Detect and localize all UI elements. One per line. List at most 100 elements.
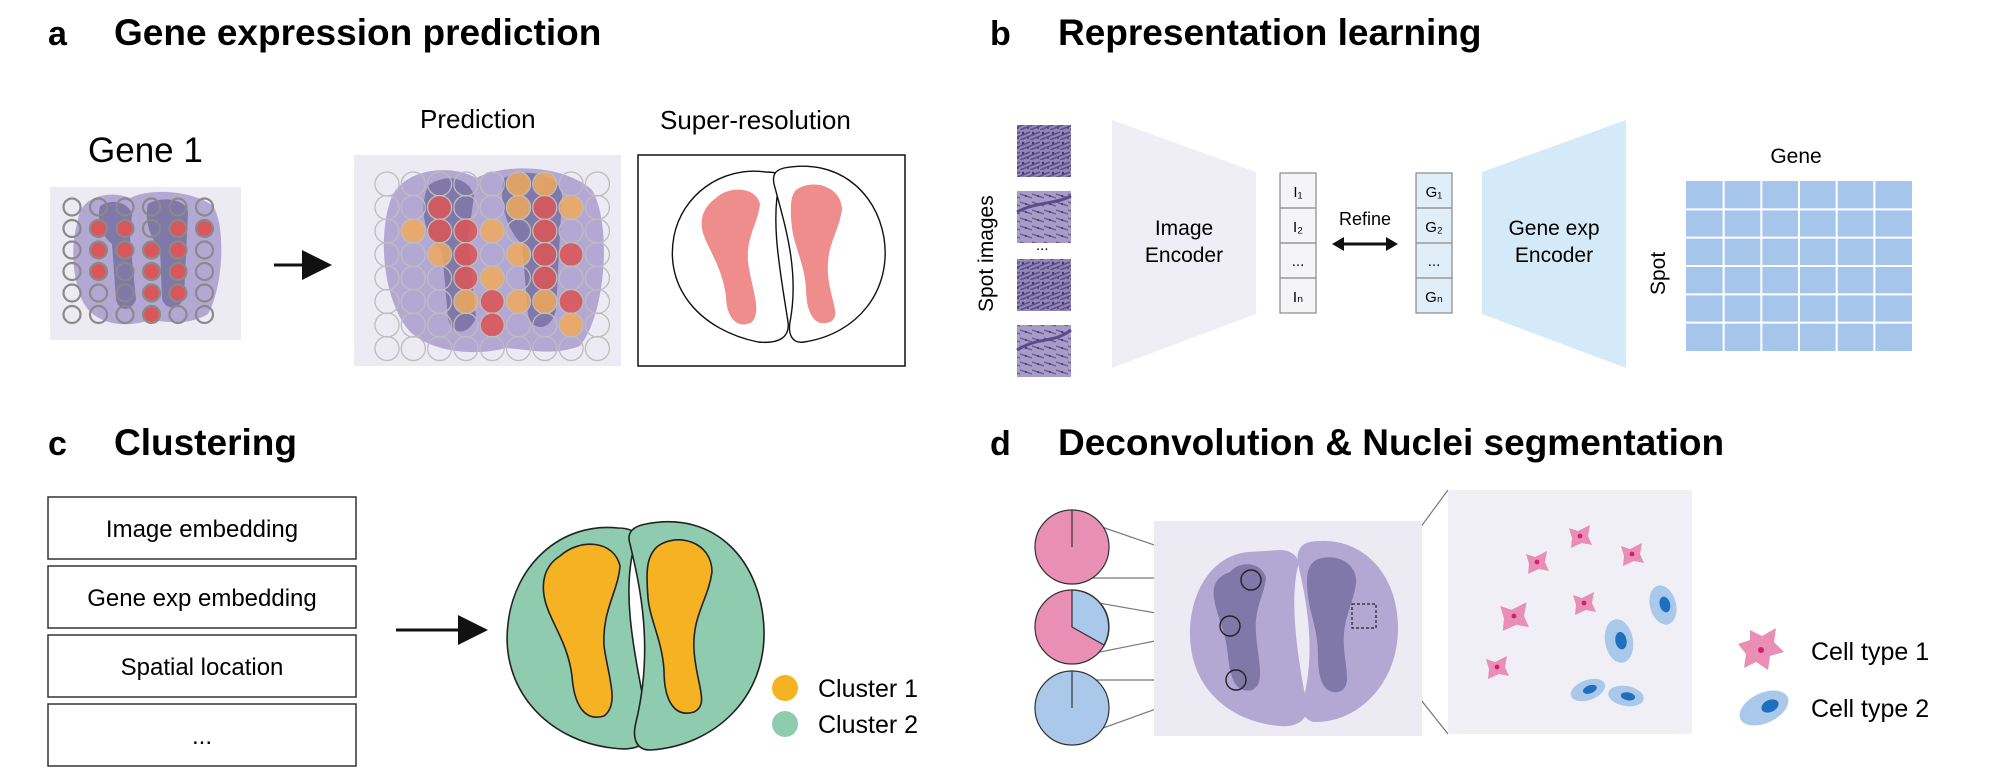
- image-token-3: ...: [1292, 253, 1305, 270]
- prediction-spot-red: [427, 219, 452, 243]
- gene-spot: [115, 304, 135, 325]
- gene-spot-red: [144, 242, 159, 258]
- gene-token-1: G₁: [1426, 184, 1443, 201]
- prediction-spot-orange: [480, 219, 505, 243]
- gene-spot: [141, 283, 162, 303]
- cell-type-1-cells: [1486, 525, 1644, 679]
- pie-2: [1034, 589, 1110, 665]
- panel-a-letter: a: [48, 15, 68, 53]
- prediction-spot-orange: [532, 172, 557, 196]
- prediction-spot-red: [532, 242, 557, 267]
- prediction-spot-red: [559, 289, 584, 314]
- prediction-spot-orange: [427, 242, 452, 267]
- gene-encoder-label-2: Encoder: [1515, 244, 1593, 267]
- gene-spot-red: [170, 221, 186, 236]
- superres-left-region: [701, 189, 760, 325]
- gene-spot: [62, 261, 82, 282]
- gene-token-4: Gₙ: [1425, 289, 1443, 306]
- gene-spot: [141, 240, 162, 260]
- gene-spot-red: [170, 242, 186, 258]
- prediction-spot-red: [427, 195, 452, 220]
- prediction-spot-red: [453, 266, 478, 290]
- image-token-2: I₂: [1293, 219, 1303, 236]
- panel-b-title: Representation learning: [1058, 12, 1482, 53]
- cell-type-1-nucleus: [1577, 533, 1583, 539]
- gene-spot: [168, 197, 188, 217]
- superres-map: [637, 154, 906, 367]
- cluster2-legend-label: Cluster 2: [818, 711, 918, 739]
- prediction-spot-red: [532, 195, 557, 220]
- gene-spot: [88, 240, 109, 260]
- cell-type-1-legend-label: Cell type 1: [1811, 638, 1929, 666]
- spot-image-4-fold: [1016, 328, 1072, 352]
- prediction-spot-red: [480, 289, 505, 314]
- gene-spot-red: [144, 285, 159, 301]
- image-encoder-shape: [1112, 120, 1256, 368]
- gene-spot: [62, 240, 82, 260]
- gene-spot-red: [91, 264, 106, 279]
- panel-a-title: Gene expression prediction: [114, 12, 601, 53]
- gene-spot: [168, 240, 188, 260]
- spot-circle-3: [1225, 669, 1247, 691]
- gene-spot: [194, 240, 215, 260]
- superres-label: Super-resolution: [660, 105, 851, 135]
- prediction-spot-red: [532, 266, 557, 290]
- input-box-spatial-location: [47, 634, 357, 698]
- gene-spot: [141, 261, 162, 282]
- cell-type-2-nucleus: [1659, 596, 1671, 613]
- gene-spot-red: [117, 242, 133, 258]
- prediction-spot: [558, 335, 584, 362]
- gene-spot: [141, 304, 162, 325]
- prediction-spot: [426, 335, 453, 362]
- prediction-spot: [532, 335, 558, 362]
- prediction-spot-orange: [532, 289, 557, 314]
- gene-spot: [141, 197, 162, 217]
- panel-c-letter: c: [48, 425, 67, 463]
- gene-spot-grid: [62, 197, 215, 325]
- cell-type-1-nucleus: [1581, 600, 1587, 606]
- prediction-spot-orange: [401, 219, 426, 243]
- gene-spot-map: [50, 187, 241, 340]
- panel-b-letter: b: [990, 15, 1011, 53]
- gene-spot: [88, 197, 109, 217]
- prediction-spot-orange: [506, 242, 531, 267]
- prediction-spot-orange: [506, 289, 531, 314]
- gene-spot: [115, 240, 135, 260]
- gene-spot: [62, 197, 82, 217]
- gene-spot: [141, 218, 162, 239]
- gene-spot: [194, 218, 215, 239]
- superres-right-region: [790, 184, 842, 324]
- spot-images-ellipsis: ...: [1036, 237, 1049, 254]
- image-token-1: I₁: [1293, 184, 1302, 201]
- gene-spot-red: [91, 221, 106, 236]
- gene-spot-red: [170, 264, 186, 279]
- cluster1-legend-label: Cluster 1: [818, 675, 918, 703]
- panel-d-title: Deconvolution & Nuclei segmentation: [1058, 422, 1724, 463]
- image-token-4: Iₙ: [1293, 289, 1303, 306]
- gene-spot-red: [170, 285, 186, 301]
- prediction-spot-red: [453, 219, 478, 243]
- gene-matrix: [1686, 181, 1912, 351]
- spot-circle-1: [1240, 569, 1262, 591]
- gene-spot: [115, 197, 135, 217]
- prediction-spot-red: [559, 242, 584, 267]
- gene-token-3: ...: [1428, 253, 1441, 270]
- gene-spot: [88, 283, 109, 303]
- spot-image-3: [1017, 259, 1071, 311]
- prediction-spot: [479, 335, 505, 362]
- prediction-spot-orange: [559, 195, 584, 220]
- gene-spot-red: [91, 242, 106, 258]
- prediction-spot-orange: [506, 172, 531, 196]
- prediction-spot: [374, 335, 400, 362]
- gene-encoder-shape: [1482, 120, 1626, 368]
- refine-label: Refine: [1339, 209, 1391, 229]
- gene-spot-red: [144, 307, 159, 322]
- image-encoder-label-2: Encoder: [1145, 244, 1223, 267]
- gene-spot: [168, 261, 188, 282]
- panel-c-title: Clustering: [114, 422, 297, 463]
- prediction-map: [354, 155, 621, 366]
- gene-spot: [115, 218, 135, 239]
- deconv-inner-right: [1306, 557, 1357, 693]
- cluster-map: [506, 521, 765, 751]
